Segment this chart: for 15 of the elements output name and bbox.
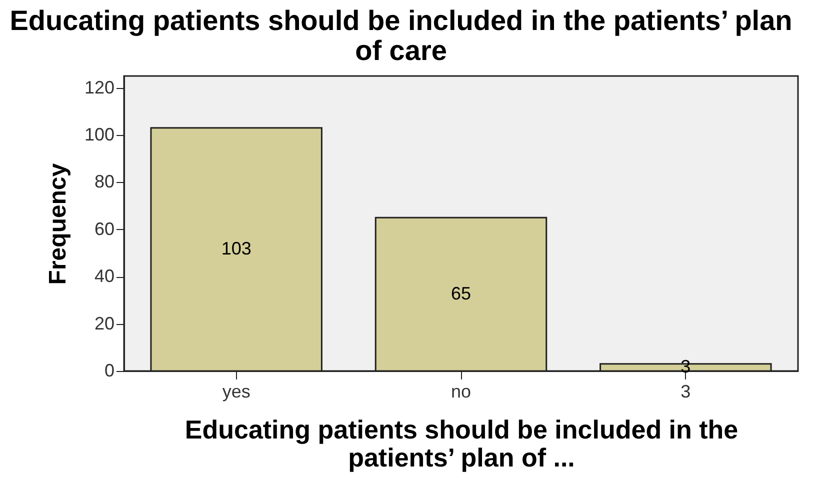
x-tick-label: no — [450, 382, 472, 402]
y-tick-label: 0 — [104, 360, 114, 380]
data-label: 103 — [221, 238, 252, 258]
y-axis-title: Frequency — [44, 162, 72, 285]
x-tick-label: 3 — [680, 382, 691, 402]
x-tick-label: yes — [222, 382, 250, 402]
y-tick-label: 80 — [94, 172, 114, 192]
y-tick-label: 20 — [94, 313, 114, 334]
y-tick-label: 120 — [84, 77, 114, 98]
y-tick-label: 100 — [84, 124, 114, 144]
y-tick-label: 60 — [94, 218, 114, 239]
y-tick-label: 40 — [94, 266, 114, 286]
chart-title: Educating patients should be included in the patients’ plan of care — [10, 5, 792, 66]
data-label: 65 — [450, 283, 472, 304]
x-axis-title: Educating patients should be included in the patients’ plan of ... — [184, 414, 738, 472]
